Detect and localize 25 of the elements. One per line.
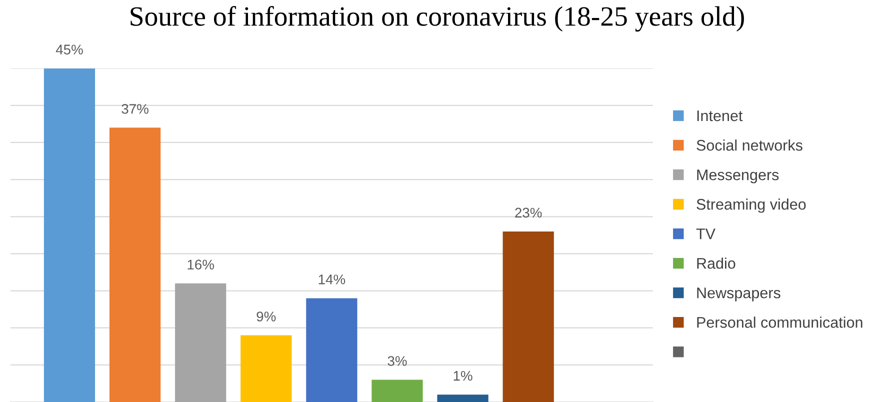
data-label: 9%	[256, 312, 276, 322]
data-label: 14%	[318, 274, 346, 284]
bar	[372, 380, 423, 402]
bar	[437, 394, 488, 402]
legend-label: Personal communication	[697, 316, 862, 328]
bar	[306, 298, 358, 402]
bar	[109, 128, 161, 402]
legend-label: TV	[696, 228, 716, 240]
bar	[44, 68, 96, 402]
data-label: 23%	[515, 208, 542, 218]
bar	[502, 231, 554, 402]
legend-label: Messengers	[697, 170, 779, 184]
bar	[175, 283, 226, 402]
data-label: 3%	[388, 356, 407, 366]
data-label: 37%	[122, 104, 148, 114]
chart-title: Source of information on coronavirus (18-25 years old)	[130, 6, 744, 32]
data-label: 45%	[56, 44, 83, 54]
data-label: 16%	[188, 260, 214, 270]
legend-label: Intenet	[697, 110, 743, 122]
legend-label: Social networks	[696, 139, 802, 151]
data-label: 1%	[454, 370, 472, 381]
bar	[240, 335, 292, 402]
legend-label: Newspapers	[697, 288, 780, 302]
legend-label: Radio	[697, 258, 736, 269]
legend-label: Streaming video	[696, 198, 806, 213]
